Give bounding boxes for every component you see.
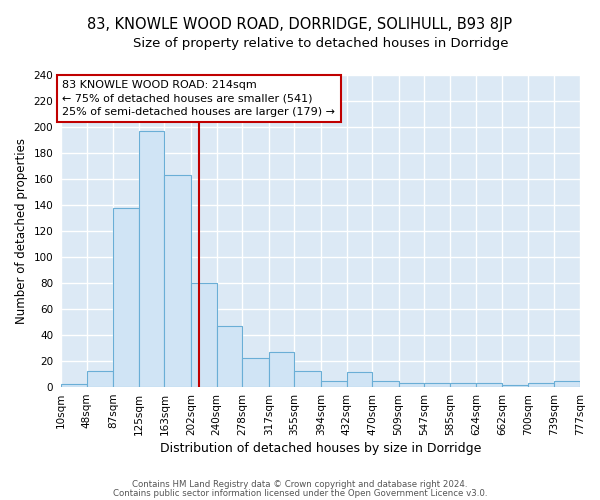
Bar <box>86 371 113 386</box>
Bar <box>139 131 164 386</box>
Bar <box>321 382 347 386</box>
Bar <box>424 383 450 386</box>
Bar <box>372 382 398 386</box>
Text: 83 KNOWLE WOOD ROAD: 214sqm
← 75% of detached houses are smaller (541)
25% of se: 83 KNOWLE WOOD ROAD: 214sqm ← 75% of det… <box>62 80 335 117</box>
Bar <box>269 352 295 386</box>
Bar <box>398 383 424 386</box>
X-axis label: Distribution of detached houses by size in Dorridge: Distribution of detached houses by size … <box>160 442 481 455</box>
Bar <box>450 383 476 386</box>
Bar <box>217 326 242 386</box>
Bar <box>61 384 86 386</box>
Text: Contains HM Land Registry data © Crown copyright and database right 2024.: Contains HM Land Registry data © Crown c… <box>132 480 468 489</box>
Bar <box>295 371 321 386</box>
Y-axis label: Number of detached properties: Number of detached properties <box>15 138 28 324</box>
Bar <box>113 208 139 386</box>
Text: 83, KNOWLE WOOD ROAD, DORRIDGE, SOLIHULL, B93 8JP: 83, KNOWLE WOOD ROAD, DORRIDGE, SOLIHULL… <box>88 18 512 32</box>
Title: Size of property relative to detached houses in Dorridge: Size of property relative to detached ho… <box>133 38 508 51</box>
Bar <box>191 283 217 387</box>
Bar <box>242 358 269 386</box>
Text: Contains public sector information licensed under the Open Government Licence v3: Contains public sector information licen… <box>113 488 487 498</box>
Bar <box>347 372 372 386</box>
Bar <box>554 382 580 386</box>
Bar <box>164 175 191 386</box>
Bar <box>476 383 502 386</box>
Bar <box>528 383 554 386</box>
